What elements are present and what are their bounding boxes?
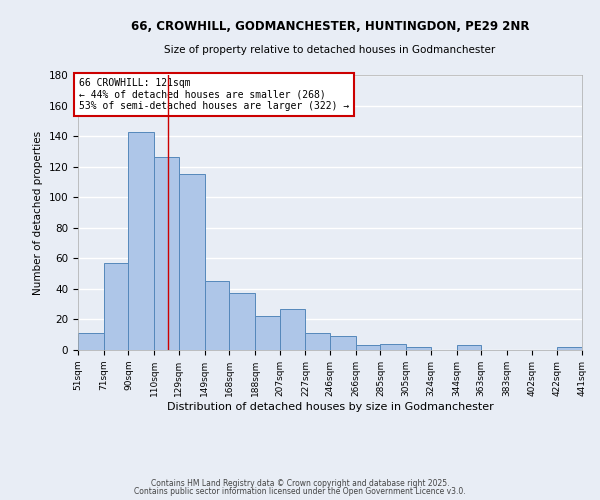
Bar <box>356 346 380 350</box>
Bar <box>104 263 128 350</box>
Bar <box>128 132 154 350</box>
Bar <box>406 347 431 350</box>
Bar <box>305 333 330 350</box>
Bar <box>280 309 305 350</box>
Bar <box>457 346 481 350</box>
Text: Size of property relative to detached houses in Godmanchester: Size of property relative to detached ho… <box>164 45 496 55</box>
Bar <box>205 281 229 350</box>
Bar <box>330 336 356 350</box>
Text: 66 CROWHILL: 121sqm
← 44% of detached houses are smaller (268)
53% of semi-detac: 66 CROWHILL: 121sqm ← 44% of detached ho… <box>79 78 350 112</box>
Text: Contains HM Land Registry data © Crown copyright and database right 2025.: Contains HM Land Registry data © Crown c… <box>151 478 449 488</box>
Bar <box>557 347 582 350</box>
Bar <box>255 316 280 350</box>
Bar <box>78 333 104 350</box>
X-axis label: Distribution of detached houses by size in Godmanchester: Distribution of detached houses by size … <box>167 402 493 411</box>
Text: Contains public sector information licensed under the Open Government Licence v3: Contains public sector information licen… <box>134 487 466 496</box>
Text: 66, CROWHILL, GODMANCHESTER, HUNTINGDON, PE29 2NR: 66, CROWHILL, GODMANCHESTER, HUNTINGDON,… <box>131 20 529 33</box>
Bar <box>154 158 179 350</box>
Y-axis label: Number of detached properties: Number of detached properties <box>33 130 43 294</box>
Bar <box>380 344 406 350</box>
Bar <box>229 294 255 350</box>
Bar <box>179 174 205 350</box>
